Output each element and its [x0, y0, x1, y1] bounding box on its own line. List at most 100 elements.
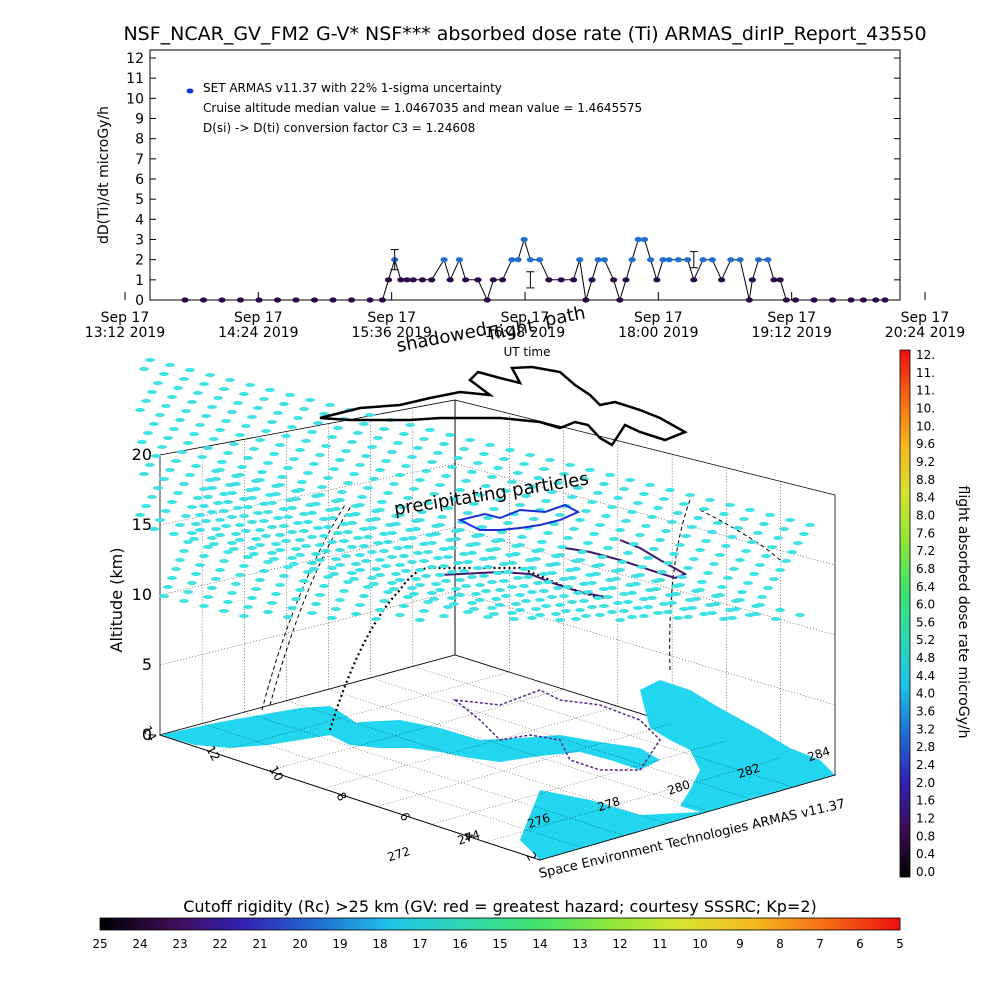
rc-cloud-dash	[275, 483, 285, 487]
ts-point	[628, 257, 636, 263]
rc-cloud-dash	[379, 549, 389, 553]
floor-grid-line	[322, 706, 618, 789]
ts-point	[536, 257, 544, 263]
flight-path-mid-projection	[457, 503, 581, 531]
rc-cloud-dash	[275, 533, 285, 537]
rc-cloud-dash	[421, 469, 431, 473]
rc-cloud-dash	[501, 489, 511, 493]
rc-cloud-dash	[389, 482, 399, 486]
rc-cloud-dash	[567, 576, 577, 580]
rc-cloud-dash	[711, 602, 721, 606]
rc-cloud-dash	[475, 598, 485, 602]
rc-cloud-dash	[169, 532, 179, 536]
rc-cloud-dash	[613, 496, 623, 500]
rc-cloud-dash	[323, 525, 333, 529]
rc-cloud-dash	[271, 542, 281, 546]
rc-cloud-dash	[655, 578, 665, 582]
rc-cloud-dash	[459, 447, 469, 451]
rc-cloud-dash	[717, 585, 727, 589]
rc-cloud-dash	[721, 544, 731, 548]
rc-cloud-dash	[175, 558, 185, 562]
rc-cloud-dash	[267, 420, 277, 424]
rc-cloud-dash	[773, 536, 783, 540]
altitude-tick-label: 15	[132, 515, 152, 534]
projection-line-left-2	[269, 504, 353, 706]
rc-cloud-dash	[175, 523, 185, 527]
rc-cloud-dash	[379, 427, 389, 431]
rc-cloud-dash	[239, 497, 249, 501]
rc-cloud-dash	[371, 517, 381, 521]
ts-point	[483, 297, 491, 303]
rc-cloud-dash	[381, 459, 391, 463]
rc-cloud-dash	[695, 588, 705, 592]
ts-point	[684, 257, 692, 263]
dose-colorbar-tick-label: 9.6	[916, 437, 935, 451]
rc-cloud-dash	[479, 574, 489, 578]
rc-colorbar-tick-label: 16	[452, 937, 467, 951]
rc-cloud-dash	[167, 500, 177, 504]
rc-cloud-dash	[663, 561, 673, 565]
rc-cloud-dash	[515, 503, 525, 507]
rc-cloud-dash	[367, 550, 377, 554]
rc-cloud-dash	[395, 613, 405, 617]
rc-cloud-dash	[751, 612, 761, 616]
flight-path-top-projection	[319, 365, 688, 447]
rc-cloud-dash	[487, 475, 497, 479]
ts-point	[418, 277, 427, 283]
rc-cloud-dash	[601, 514, 611, 518]
rc-cloud-dash	[243, 456, 253, 460]
rc-colorbar-tick-label: 21	[252, 937, 267, 951]
rc-cloud-dash	[795, 613, 805, 617]
rc-cloud-dash	[147, 390, 157, 394]
rc-cloud-dash	[183, 441, 193, 445]
rc-cloud-dash	[263, 560, 273, 564]
rc-cloud-dash	[583, 541, 593, 545]
rc-cloud-dash	[595, 563, 605, 567]
floor-grid-line	[377, 723, 673, 807]
ts-y-tick-label: 5	[135, 192, 144, 208]
rc-cloud-dash	[403, 595, 413, 599]
rc-cloud-dash	[327, 616, 337, 620]
rc-cloud-dash	[289, 562, 299, 566]
dose-colorbar-fill	[899, 349, 911, 878]
rc-cloud-dash	[187, 505, 197, 509]
rc-cloud-dash	[495, 538, 505, 542]
ts-point	[569, 277, 578, 283]
rc-cloud-dash	[347, 545, 357, 549]
rc-cloud-dash	[209, 542, 219, 546]
rc-cloud-dash	[483, 615, 493, 619]
rc-cloud-dash	[271, 492, 281, 496]
rc-colorbar-tick-label: 10	[692, 937, 707, 951]
rc-cloud-dash	[207, 486, 217, 490]
legend-line-2: Cruise altitude median value = 1.0467035…	[203, 101, 642, 115]
rc-cloud-dash	[323, 476, 333, 480]
dose-colorbar-tick-label: 7.6	[916, 526, 935, 540]
rc-cloud-dash	[683, 566, 693, 570]
rc-cloud-dash	[295, 488, 305, 492]
dose-colorbar-tick-label: 2.0	[916, 776, 935, 790]
rc-cloud-dash	[379, 599, 389, 603]
rc-cloud-dash	[233, 506, 243, 510]
rc-cloud-dash	[491, 547, 501, 551]
rc-cloud-dash	[719, 617, 729, 621]
ts-point	[791, 297, 800, 303]
rc-cloud-dash	[413, 551, 423, 555]
rc-colorbar-tick-label: 6	[856, 937, 864, 951]
rc-cloud-dash	[187, 400, 197, 404]
rc-cloud-dash	[183, 540, 193, 544]
rc-cloud-dash	[335, 548, 345, 552]
floor-grid	[202, 666, 793, 849]
rc-cloud-dash	[435, 588, 445, 592]
rc-cloud-dash	[453, 456, 463, 460]
dose-colorbar-tick-label: 4.0	[916, 687, 935, 701]
rc-cloud-dash	[539, 589, 549, 593]
rc-cloud-dash	[555, 603, 565, 607]
rc-cloud-dash	[287, 530, 297, 534]
rc-cloud-dash	[553, 586, 563, 590]
rc-cloud-dash	[335, 498, 345, 502]
rc-cloud-dash	[355, 603, 365, 607]
rc-cloud-dash	[239, 392, 249, 396]
rc-cloud-dash	[429, 597, 439, 601]
ts-point	[440, 257, 448, 263]
